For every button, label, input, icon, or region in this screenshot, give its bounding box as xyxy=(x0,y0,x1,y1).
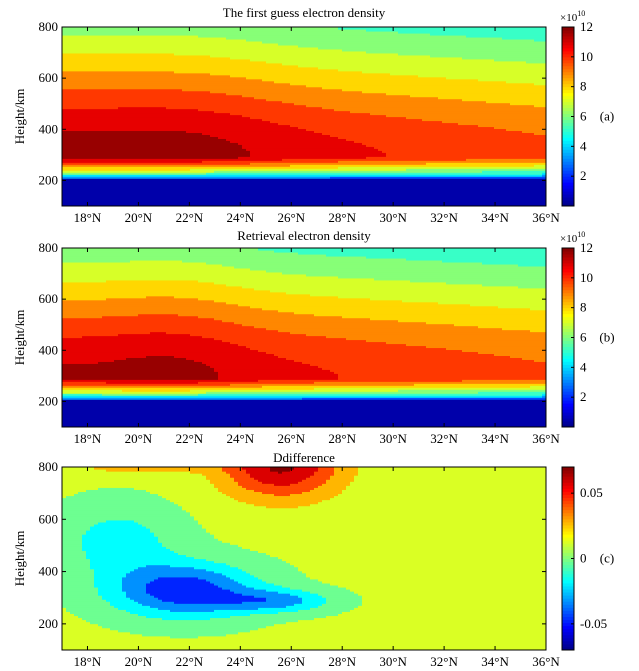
x-tick-label: 22°N xyxy=(176,654,204,669)
x-tick-label: 34°N xyxy=(481,210,509,225)
colorbar-tick-label: 6 xyxy=(580,330,587,345)
x-tick-label: 28°N xyxy=(328,431,356,446)
y-tick-label: 400 xyxy=(39,121,59,136)
colorbar-tick-label: 2 xyxy=(580,168,587,183)
y-axis-label: Height/km xyxy=(12,89,27,145)
x-tick-label: 30°N xyxy=(379,654,407,669)
x-tick-label: 34°N xyxy=(481,654,509,669)
x-tick-label: 18°N xyxy=(74,210,102,225)
x-tick-label: 30°N xyxy=(379,431,407,446)
panel-c: Ddifference 18°N 20°N 22°N 24°N 26°N 28°N 30°N 3… xyxy=(12,450,614,669)
colorbar-tick-label: 0.05 xyxy=(580,485,603,500)
y-tick-label: 200 xyxy=(39,393,59,408)
y-tick-label: 400 xyxy=(39,564,59,579)
x-tick-label: 28°N xyxy=(328,654,356,669)
x-tick-label: 28°N xyxy=(328,210,356,225)
x-tick-label: 22°N xyxy=(176,431,204,446)
plot-frame xyxy=(61,26,547,207)
y-tick-label: 800 xyxy=(39,19,59,34)
x-tick-label: 26°N xyxy=(277,210,305,225)
colorbar-multiplier-exponent: 10 xyxy=(577,230,585,239)
x-tick-label: 20°N xyxy=(125,431,153,446)
x-tick-label: 26°N xyxy=(277,431,305,446)
y-tick-label: 600 xyxy=(39,291,59,306)
colorbar-tick-label: 4 xyxy=(580,359,587,374)
x-tick-label: 36°N xyxy=(532,210,560,225)
x-tick-label: 32°N xyxy=(430,431,458,446)
y-tick-label: 200 xyxy=(39,172,59,187)
colorbar-tick-label: 8 xyxy=(580,300,587,315)
x-tick-label: 18°N xyxy=(74,654,102,669)
panel-label: (b) xyxy=(599,330,614,345)
heatmap-field xyxy=(62,248,546,427)
panel-title: Ddifference xyxy=(273,450,335,465)
panel-title: The first guess electron density xyxy=(223,5,386,20)
heatmap-field xyxy=(62,467,546,650)
y-tick-label: 400 xyxy=(39,342,59,357)
y-tick-label: 800 xyxy=(39,240,59,255)
x-tick-label: 22°N xyxy=(176,210,204,225)
panel-label: (c) xyxy=(600,551,614,566)
x-tick-label: 24°N xyxy=(227,210,255,225)
colorbar-tick-label: 12 xyxy=(580,19,593,34)
colorbar-tick-label: 12 xyxy=(580,240,593,255)
y-tick-label: 600 xyxy=(39,511,59,526)
plot-frame xyxy=(61,466,547,651)
panel-a: The first guess electron density 18°N 20°N… xyxy=(12,5,614,225)
colorbar-tick-label: 6 xyxy=(580,109,587,124)
panel-label: (a) xyxy=(600,109,614,124)
y-tick-label: 600 xyxy=(39,70,59,85)
colorbar-tick-label: 2 xyxy=(580,389,587,404)
x-tick-label: 18°N xyxy=(74,431,102,446)
x-tick-label: 30°N xyxy=(379,210,407,225)
x-tick-label: 32°N xyxy=(430,654,458,669)
heatmap-field xyxy=(62,27,546,206)
x-tick-label: 20°N xyxy=(125,210,153,225)
x-tick-label: 20°N xyxy=(125,654,153,669)
x-tick-label: 32°N xyxy=(430,210,458,225)
plot-frame xyxy=(61,247,547,428)
colorbar-tick-label: 0 xyxy=(580,551,587,566)
y-tick-label: 200 xyxy=(39,616,59,631)
x-tick-label: 36°N xyxy=(532,654,560,669)
colorbar-tick-label: 10 xyxy=(580,270,593,285)
y-axis-label: Height/km xyxy=(12,310,27,366)
y-tick-label: 800 xyxy=(39,459,59,474)
x-tick-label: 34°N xyxy=(481,431,509,446)
x-tick-label: 36°N xyxy=(532,431,560,446)
colorbar-tick-label: -0.05 xyxy=(580,616,607,631)
colorbar-tick-label: 10 xyxy=(580,49,593,64)
x-tick-label: 26°N xyxy=(277,654,305,669)
panel-title: Retrieval electron density xyxy=(237,228,371,243)
x-tick-label: 24°N xyxy=(227,431,255,446)
colorbar-multiplier-exponent: 10 xyxy=(577,9,585,18)
colorbar: 0.05 0 -0.05 xyxy=(561,466,607,651)
colorbar-tick-label: 8 xyxy=(580,79,587,94)
y-axis-label: Height/km xyxy=(12,531,27,587)
colorbar-tick-label: 4 xyxy=(580,138,587,153)
x-tick-label: 24°N xyxy=(227,654,255,669)
